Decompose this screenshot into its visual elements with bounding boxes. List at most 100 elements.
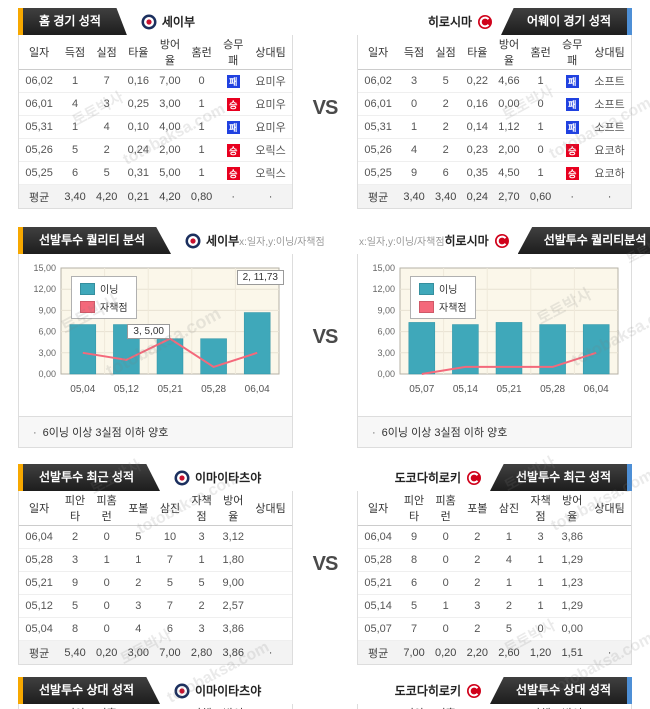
table-cell: 05,14 xyxy=(358,594,399,618)
table-cell: 0 xyxy=(398,92,430,116)
column-header: 방어율 xyxy=(217,704,250,709)
svg-text:05,04: 05,04 xyxy=(70,384,95,395)
column-header: 득점 xyxy=(398,35,430,70)
section-title: 선발투수 퀄리티분석 xyxy=(543,233,647,247)
table-cell: 1 xyxy=(524,115,557,139)
hiroshima-logo-icon xyxy=(494,233,510,249)
table-cell: 1 xyxy=(59,69,91,93)
column-header: 일자 xyxy=(358,35,399,70)
table-cell: · xyxy=(556,184,589,208)
table-cell: 5 xyxy=(90,161,123,185)
table-row: 05,28 8 0 2 4 1 1,29 xyxy=(358,548,631,572)
table-cell: 4,50 xyxy=(493,161,525,185)
table-cell: 4,20 xyxy=(90,184,123,208)
table-cell: 0 xyxy=(429,571,462,595)
section-title: 선발투수 상대 성적 xyxy=(39,683,134,697)
table-row: 06,02 3 5 0,22 4,66 1 패 소프트 xyxy=(358,69,631,93)
table-cell: 승 xyxy=(217,161,250,185)
table-cell: 9,00 xyxy=(217,571,250,595)
table-cell: 0,00 xyxy=(556,617,589,641)
table-cell: 3,12 xyxy=(217,525,250,549)
column-header: 타율 xyxy=(122,35,155,70)
accent-bar xyxy=(627,8,632,35)
quality-chart-card-right: x:일자,y:이닝/자책점 히로시마 선발투수 퀄리티분석 0,00 3,00 6,… xyxy=(357,227,650,448)
recent-record-table-left: 일자 피안타 피홈런 포볼 삼진 자책점 방어율 상대팀 06,04 2 0 5 10 3 3,12 05,2… xyxy=(19,491,292,664)
table-cell xyxy=(588,594,631,618)
svg-text:05,07: 05,07 xyxy=(409,384,434,395)
table-cell xyxy=(249,617,292,641)
legend-label: 자책점 xyxy=(100,303,128,314)
table-cell: 승 xyxy=(217,92,250,116)
table-cell: 2,00 xyxy=(154,138,186,162)
table-cell: 요미우 xyxy=(249,92,292,116)
table-cell: 05,28 xyxy=(19,548,60,572)
opponent-record-card-left: 선발투수 상대 성적 이마이타츠야 일자피안타피홈런포볼삼진자책점방어율상대팀0… xyxy=(18,677,293,709)
card-header: 선발투수 상대 성적 이마이타츠야 xyxy=(18,677,293,704)
section-pitcher-recent: 선발투수 최근 성적 이마이타츠야 일자 피안타 피홈런 포볼 삼진 자책점 방어율 상대팀 0… xyxy=(0,464,650,665)
table-box: 일자피안타피홈런포볼삼진자책점방어율상대팀06,16500300,0005,27… xyxy=(357,704,632,709)
table-row: 05,14 5 1 3 2 1 1,29 xyxy=(358,594,631,618)
table-cell: 10 xyxy=(154,525,186,549)
table-cell: 0 xyxy=(524,138,557,162)
table-cell: 2,00 xyxy=(493,138,525,162)
table-cell: 2,60 xyxy=(493,640,525,664)
table-cell: 05,28 xyxy=(358,548,399,572)
seibu-logo-icon xyxy=(174,470,190,486)
table-cell: 0,25 xyxy=(122,92,155,116)
column-header: 삼진 xyxy=(493,491,525,526)
loss-badge: 패 xyxy=(565,74,579,88)
win-badge: 승 xyxy=(565,166,579,180)
column-header: 일자 xyxy=(358,491,399,526)
chart-box: 0,00 3,00 6,00 9,00 12,00 15,00 05,04 05,12 05,2… xyxy=(18,254,293,448)
table-cell: 1,80 xyxy=(217,548,250,572)
table-cell: 2 xyxy=(122,571,155,595)
table-cell: 0 xyxy=(185,69,218,93)
section-title-tab: 선발투수 상대 성적 xyxy=(23,677,160,704)
table-cell: 06,02 xyxy=(19,69,60,93)
section-title-tab: 선발투수 최근 성적 xyxy=(490,464,627,491)
table-cell: 06,04 xyxy=(358,525,399,549)
column-header: 일자 xyxy=(358,704,399,709)
card-header: 도코다히로키 선발투수 상대 성적 xyxy=(357,677,632,704)
table-cell: 6 xyxy=(154,617,186,641)
svg-text:05,21: 05,21 xyxy=(496,384,521,395)
loss-badge: 패 xyxy=(565,120,579,134)
table-cell: 3,86 xyxy=(217,617,250,641)
svg-text:06,04: 06,04 xyxy=(584,384,609,395)
table-row: 06,01 0 2 0,16 0,00 0 패 소프트 xyxy=(358,92,631,116)
svg-text:05,14: 05,14 xyxy=(453,384,478,395)
table-cell: 05,21 xyxy=(19,571,60,595)
legend-item: 자책점 xyxy=(80,299,128,314)
table-cell: 7 xyxy=(154,548,186,572)
column-header: 방어율 xyxy=(556,491,589,526)
table-cell: 1 xyxy=(185,161,218,185)
table-cell: 3,40 xyxy=(398,184,430,208)
table-cell: 1,23 xyxy=(556,571,589,595)
accent-bar xyxy=(627,677,632,704)
away-record-card: 히로시마 어웨이 경기 성적 일자 득점 실점 타율 방어율 홈런 승무패 상대팀 06,02 3… xyxy=(357,8,632,209)
average-row: 평균 7,00 0,20 2,20 2,60 1,20 1,51 · xyxy=(358,640,631,664)
section-title-tab: 홈 경기 성적 xyxy=(23,8,127,35)
opponent-record-table-left: 일자피안타피홈런포볼삼진자책점방어율상대팀06,04812545,14평균8,0… xyxy=(19,704,292,709)
accent-bar xyxy=(18,8,23,35)
table-cell: 소프트 xyxy=(588,115,631,139)
table-cell: 7 xyxy=(398,617,430,641)
seibu-logo-icon xyxy=(141,14,157,30)
column-header: 홈런 xyxy=(524,35,557,70)
table-cell: 4,00 xyxy=(154,115,186,139)
chart-box: 0,00 3,00 6,00 9,00 12,00 15,00 05,07 05,14 05,2… xyxy=(357,254,632,448)
legend-label: 자책점 xyxy=(439,303,467,314)
table-cell: 1 xyxy=(185,92,218,116)
table-cell: 5,00 xyxy=(154,161,186,185)
average-row: 평균 3,40 4,20 0,21 4,20 0,80 · · xyxy=(19,184,292,208)
column-header: 상대팀 xyxy=(588,704,631,709)
table-cell: 0 xyxy=(429,548,462,572)
table-cell: 0,24 xyxy=(122,138,155,162)
table-cell: 7,00 xyxy=(154,69,186,93)
column-header: 상대팀 xyxy=(588,35,631,70)
table-cell: 0 xyxy=(90,525,123,549)
quality-chart-card-left: 선발투수 퀄리티 분석 세이부 x:일자,y:이닝/자책점 0,00 3,00 6,… xyxy=(18,227,325,448)
section-title-tab: 선발투수 최근 성적 xyxy=(23,464,160,491)
